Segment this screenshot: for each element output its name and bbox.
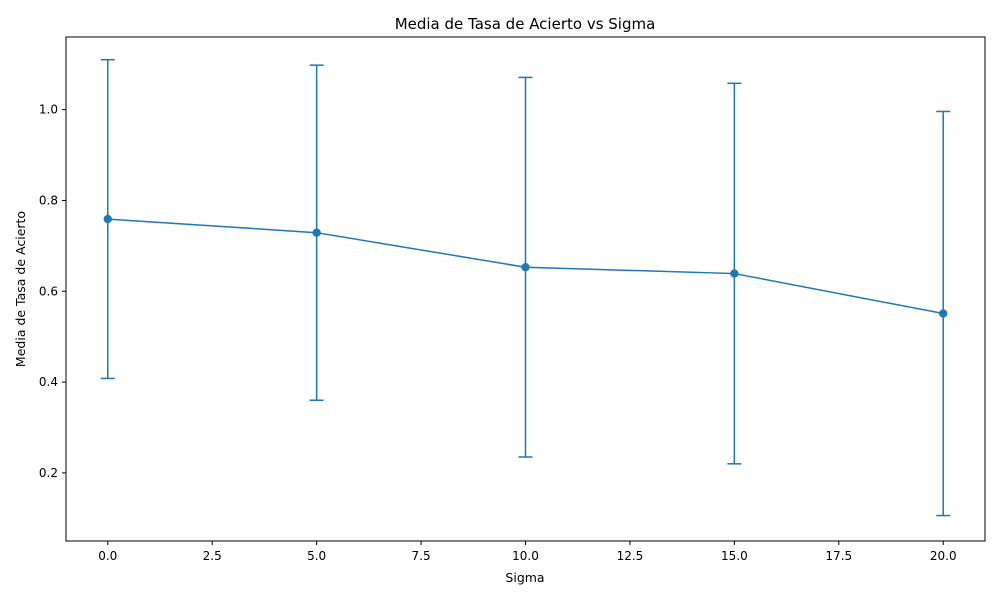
data-point — [521, 263, 530, 272]
y-tick-label: 0.6 — [39, 284, 58, 298]
x-tick-label: 0.0 — [98, 549, 117, 563]
x-tick-label: 2.5 — [203, 549, 222, 563]
x-axis: 0.0 2.5 5.0 7.5 10.0 12.5 15.0 17.5 20.0 — [98, 541, 957, 563]
y-axis-label: Media de Tasa de Acierto — [13, 211, 28, 367]
x-tick-label: 17.5 — [825, 549, 852, 563]
x-tick-label: 12.5 — [617, 549, 644, 563]
x-axis-label: Sigma — [505, 570, 544, 585]
x-tick-label: 15.0 — [721, 549, 748, 563]
x-tick-label: 10.0 — [512, 549, 539, 563]
x-tick-label: 7.5 — [412, 549, 431, 563]
chart-title: Media de Tasa de Acierto vs Sigma — [395, 15, 656, 33]
data-point — [730, 269, 739, 278]
y-axis: 0.2 0.4 0.6 0.8 1.0 — [39, 103, 66, 480]
x-tick-label: 20.0 — [930, 549, 957, 563]
y-tick-label: 0.4 — [39, 375, 58, 389]
plot-area — [100, 58, 951, 517]
data-point — [939, 309, 948, 318]
data-point — [103, 214, 112, 224]
data-point — [312, 228, 321, 237]
y-tick-label: 1.0 — [39, 103, 58, 117]
y-tick-label: 0.8 — [39, 193, 58, 207]
x-tick-label: 5.0 — [307, 549, 326, 563]
y-tick-label: 0.2 — [39, 466, 58, 480]
